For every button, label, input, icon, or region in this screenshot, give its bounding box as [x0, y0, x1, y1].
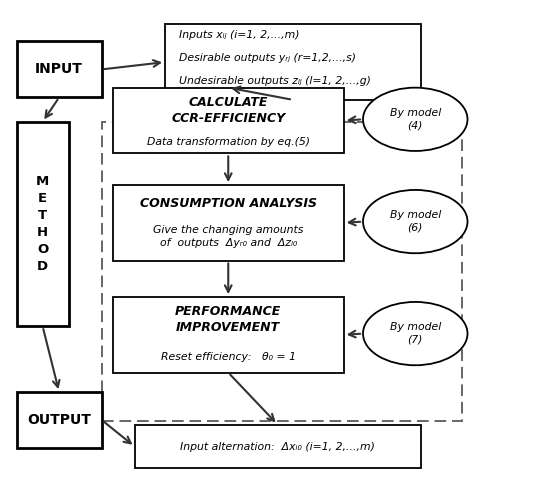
FancyBboxPatch shape [113, 88, 344, 153]
Text: Inputs xᵢⱼ (i=1, 2,...,m): Inputs xᵢⱼ (i=1, 2,...,m) [179, 30, 299, 40]
Text: CONSUMPTION ANALYSIS: CONSUMPTION ANALYSIS [140, 197, 317, 210]
FancyBboxPatch shape [16, 392, 102, 448]
Text: Desirable outputs yᵣⱼ (r=1,2,...,s): Desirable outputs yᵣⱼ (r=1,2,...,s) [179, 53, 356, 63]
Text: Give the changing amounts
of  outputs  Δyᵣ₀ and  Δzₗ₀: Give the changing amounts of outputs Δyᵣ… [153, 225, 304, 248]
Text: Data transformation by eq.(5): Data transformation by eq.(5) [147, 136, 310, 147]
Ellipse shape [363, 88, 468, 151]
FancyBboxPatch shape [16, 122, 69, 326]
Text: M
E
T
H
O
D: M E T H O D [36, 175, 50, 273]
FancyBboxPatch shape [165, 24, 421, 100]
FancyBboxPatch shape [102, 122, 462, 421]
Text: By model
(7): By model (7) [389, 322, 441, 345]
Text: INPUT: INPUT [35, 62, 83, 76]
Text: PERFORMANCE
IMPROVEMENT: PERFORMANCE IMPROVEMENT [175, 305, 282, 334]
FancyBboxPatch shape [113, 297, 344, 373]
Text: OUTPUT: OUTPUT [27, 413, 91, 427]
FancyBboxPatch shape [113, 185, 344, 261]
Text: Input alternation:  Δxᵢ₀ (i=1, 2,...,m): Input alternation: Δxᵢ₀ (i=1, 2,...,m) [180, 442, 375, 451]
Text: By model
(4): By model (4) [389, 108, 441, 131]
Text: By model
(6): By model (6) [389, 210, 441, 233]
Ellipse shape [363, 302, 468, 365]
FancyBboxPatch shape [16, 41, 102, 97]
Text: Reset efficiency:   θ₀ = 1: Reset efficiency: θ₀ = 1 [161, 353, 296, 362]
Text: CALCULATE
CCR-EFFICIENCY: CALCULATE CCR-EFFICIENCY [171, 96, 285, 125]
FancyBboxPatch shape [135, 425, 421, 468]
Text: Undesirable outputs zₗⱼ (l=1, 2,...,g): Undesirable outputs zₗⱼ (l=1, 2,...,g) [179, 76, 371, 86]
Ellipse shape [363, 190, 468, 253]
